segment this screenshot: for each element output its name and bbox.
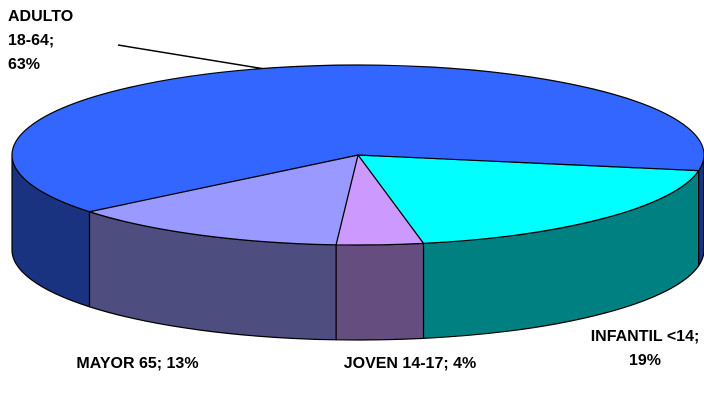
leader-line <box>117 44 266 70</box>
data-label: INFANTIL <14; 19% <box>590 325 700 373</box>
pie-side <box>698 154 704 268</box>
pie-slice <box>11 64 704 213</box>
category-label: MAYOR 65; <box>76 355 163 372</box>
pie-sides <box>11 154 704 341</box>
data-label: MAYOR 65; 13% <box>70 352 205 376</box>
category-label: INFANTIL <14; <box>590 328 700 345</box>
data-label: JOVEN 14-17; 4% <box>330 352 490 376</box>
category-label: JOVEN 14-17; <box>343 355 449 372</box>
pie-slice <box>87 154 359 246</box>
value-label: 4% <box>453 355 477 372</box>
value-label: 13% <box>166 355 199 372</box>
value-label: 63% <box>8 56 41 73</box>
data-label: ADULTO 18-64; 63% <box>8 5 88 77</box>
pie-slice <box>356 154 700 244</box>
category-label: ADULTO 18-64; <box>8 8 74 49</box>
pie-tops <box>11 64 704 246</box>
pie-side <box>335 242 425 341</box>
value-label: 19% <box>628 352 662 369</box>
